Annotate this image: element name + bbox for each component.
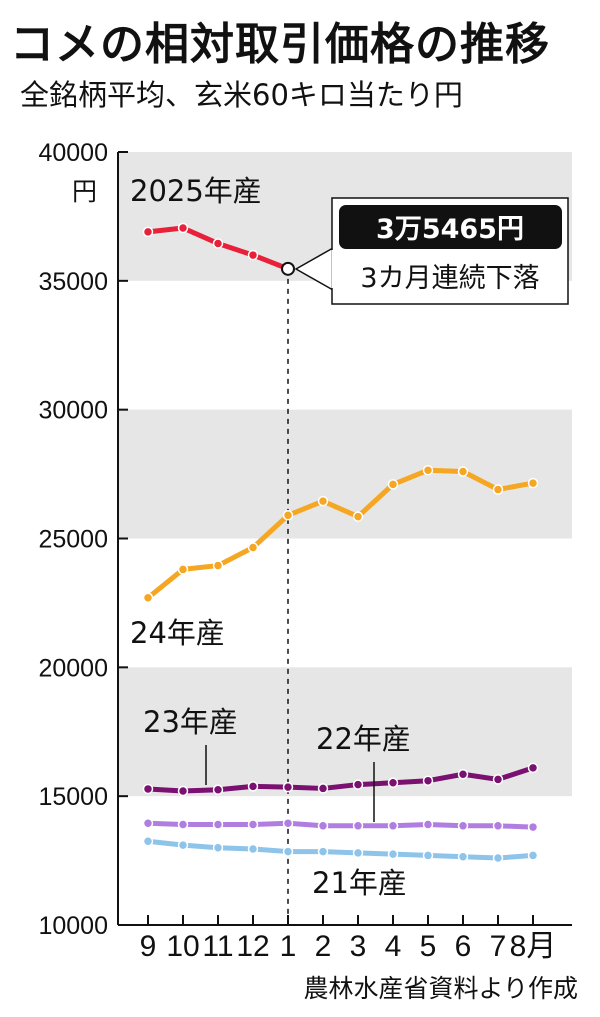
data-point	[492, 820, 504, 832]
data-point	[422, 775, 434, 786]
y-unit-label: 円	[72, 178, 97, 206]
data-point	[457, 769, 469, 780]
x-tick-label: 6	[455, 930, 472, 963]
data-point	[422, 850, 434, 861]
data-point	[247, 819, 259, 830]
y-tick-label: 25000	[38, 526, 108, 554]
x-tick-label: 3	[350, 930, 367, 963]
data-point	[247, 542, 259, 553]
y-tick-label: 40000	[38, 139, 108, 167]
x-axis-ticks: 9 10 11 12 1 2 3 4 5 6 7 8月	[140, 915, 557, 963]
data-point	[282, 781, 294, 793]
data-point	[247, 249, 259, 261]
x-tick-label: 10	[166, 930, 199, 963]
annotation-value: 3万5465円	[376, 214, 524, 245]
y-axis-ticks: 10000 15000 20000 25000 30000 35000 40000 円	[38, 139, 128, 940]
value-badge	[339, 205, 562, 249]
data-point	[317, 846, 329, 857]
data-point	[177, 819, 189, 830]
data-point	[142, 817, 154, 829]
x-tick-label: 4	[385, 930, 402, 963]
data-point	[352, 847, 364, 859]
data-point	[282, 846, 294, 857]
x-tick-label: 8月	[510, 930, 557, 963]
series-label: 24年産	[130, 616, 225, 650]
data-point	[317, 820, 329, 832]
highlight-point	[281, 261, 295, 276]
data-point	[352, 820, 364, 832]
data-point	[142, 783, 154, 795]
y-tick-label: 30000	[38, 397, 108, 425]
data-point	[142, 836, 154, 847]
data-point	[212, 784, 224, 795]
chart-title: コメの相対取引価格の推移	[10, 19, 550, 70]
series-label: 23年産	[143, 705, 238, 739]
series-label: 21年産	[312, 866, 407, 900]
data-point	[422, 819, 434, 830]
source-note: 農林水産省資料より作成	[303, 974, 578, 1003]
data-point	[212, 842, 224, 853]
data-point	[422, 464, 434, 476]
annotation-text: 3カ月連続下落	[360, 263, 539, 294]
y-tick-label: 20000	[38, 654, 108, 682]
x-tick-label: 1	[280, 930, 297, 963]
x-tick-label: 11	[202, 930, 233, 963]
x-tick-label: 2	[315, 930, 332, 963]
data-point	[387, 777, 399, 789]
x-tick-label: 5	[420, 930, 437, 963]
data-point	[492, 484, 504, 495]
y-tick-label: 15000	[38, 783, 108, 811]
annotation: 3万5465円 3カ月連続下落	[281, 197, 569, 305]
data-point	[177, 839, 189, 851]
data-point	[212, 238, 224, 249]
data-point	[317, 495, 329, 507]
data-point	[492, 774, 504, 785]
data-point	[142, 592, 154, 604]
series-lines	[142, 222, 539, 925]
data-point	[457, 466, 469, 477]
x-tick-label: 9	[140, 930, 157, 963]
data-point	[177, 785, 189, 797]
data-point	[212, 560, 224, 571]
data-point	[247, 843, 259, 855]
chart-subtitle: 全銘柄平均、玄米60キロ当たり円	[20, 78, 463, 112]
series-label: 2025年産	[130, 174, 262, 208]
data-point	[247, 781, 259, 792]
y-tick-label: 35000	[38, 268, 108, 296]
data-point	[282, 510, 294, 521]
data-point	[212, 819, 224, 830]
data-point	[527, 477, 539, 489]
series-line	[145, 820, 536, 830]
x-tick-label: 7	[490, 930, 507, 963]
series-labels: 2025年産 24年産 23年産 22年産 21年産	[130, 174, 411, 900]
series-line	[145, 765, 536, 794]
y-tick-label: 10000	[38, 912, 108, 940]
data-point	[527, 821, 539, 833]
data-point	[317, 783, 329, 794]
series-line	[145, 467, 536, 601]
data-point	[387, 820, 399, 832]
data-point	[282, 817, 294, 829]
data-point	[142, 226, 154, 238]
data-point	[387, 479, 399, 490]
data-point	[527, 850, 539, 861]
data-point	[352, 779, 364, 790]
data-point	[457, 820, 469, 832]
data-point	[457, 851, 469, 862]
series-label: 22年産	[316, 722, 411, 756]
x-tick-label: 12	[236, 930, 269, 963]
data-point	[177, 564, 189, 575]
data-point	[387, 848, 399, 860]
grid-band	[118, 409, 572, 539]
data-point	[527, 762, 539, 774]
data-point	[352, 511, 364, 522]
series-line	[145, 838, 536, 861]
data-point	[492, 852, 504, 864]
data-point	[177, 222, 189, 234]
